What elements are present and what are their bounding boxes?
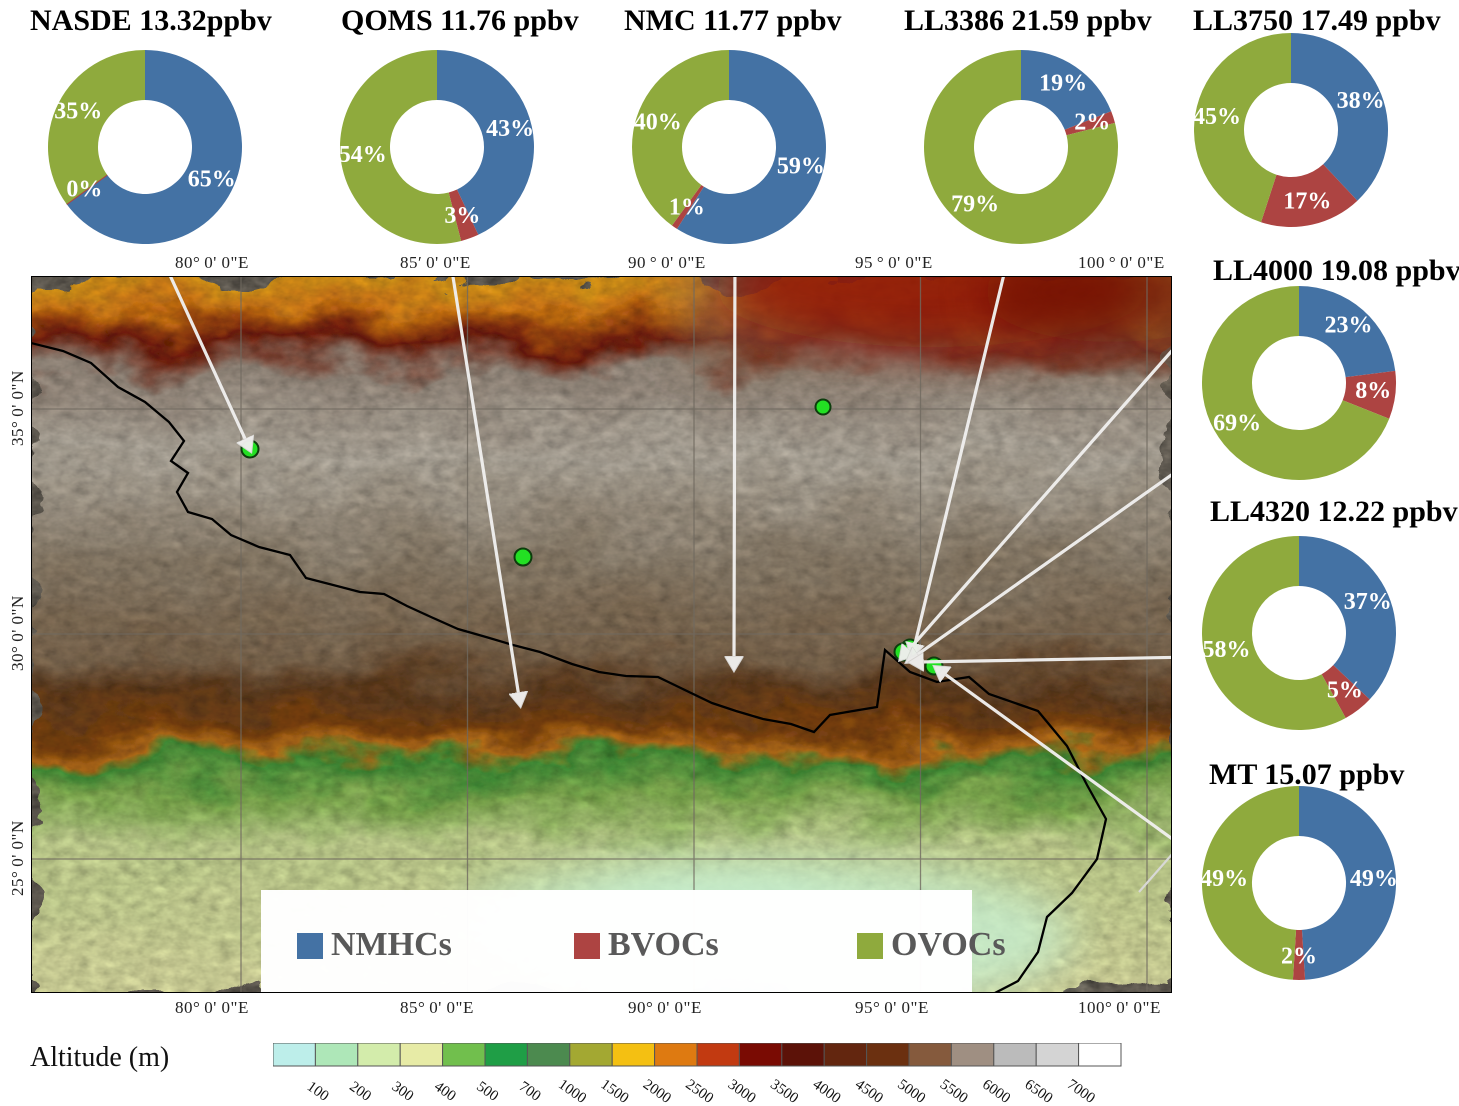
svg-text:3%: 3% [444, 203, 480, 229]
svg-text:49%: 49% [1350, 866, 1398, 892]
svg-text:3000: 3000 [725, 1077, 759, 1106]
svg-text:7000: 7000 [1064, 1077, 1098, 1106]
svg-text:700: 700 [516, 1079, 544, 1105]
svg-text:0%: 0% [66, 177, 102, 203]
svg-text:2500: 2500 [682, 1077, 716, 1106]
svg-text:38%: 38% [1337, 88, 1385, 114]
svg-text:4500: 4500 [852, 1077, 886, 1106]
svg-text:58%: 58% [1202, 637, 1250, 663]
svg-text:400: 400 [431, 1079, 459, 1105]
svg-text:200: 200 [346, 1079, 374, 1105]
svg-text:35%: 35% [54, 99, 102, 125]
svg-text:2%: 2% [1074, 109, 1110, 135]
svg-text:3500: 3500 [767, 1077, 801, 1106]
svg-text:59%: 59% [777, 153, 825, 179]
svg-text:5%: 5% [1327, 678, 1363, 704]
svg-text:1%: 1% [669, 194, 705, 220]
svg-text:19%: 19% [1039, 71, 1087, 97]
svg-text:45%: 45% [1193, 104, 1241, 130]
svg-text:1000: 1000 [555, 1077, 589, 1106]
svg-text:69%: 69% [1213, 411, 1261, 437]
svg-text:49%: 49% [1200, 866, 1248, 892]
svg-text:54%: 54% [339, 142, 387, 168]
svg-text:40%: 40% [634, 109, 682, 135]
svg-text:6500: 6500 [1022, 1077, 1056, 1106]
svg-text:17%: 17% [1283, 189, 1331, 215]
svg-text:500: 500 [473, 1079, 501, 1105]
svg-text:6000: 6000 [979, 1077, 1013, 1106]
svg-text:5000: 5000 [894, 1077, 928, 1106]
svg-text:8%: 8% [1355, 378, 1391, 404]
svg-text:37%: 37% [1344, 589, 1392, 615]
svg-text:4000: 4000 [810, 1077, 844, 1106]
svg-text:100: 100 [304, 1079, 332, 1105]
svg-text:79%: 79% [951, 192, 999, 218]
svg-text:2%: 2% [1281, 943, 1317, 969]
svg-text:2000: 2000 [640, 1077, 674, 1106]
svg-text:1500: 1500 [598, 1077, 632, 1106]
svg-text:300: 300 [389, 1079, 417, 1105]
svg-text:65%: 65% [188, 166, 236, 192]
svg-text:43%: 43% [486, 116, 534, 142]
svg-text:23%: 23% [1325, 312, 1373, 338]
svg-text:5500: 5500 [937, 1077, 971, 1106]
